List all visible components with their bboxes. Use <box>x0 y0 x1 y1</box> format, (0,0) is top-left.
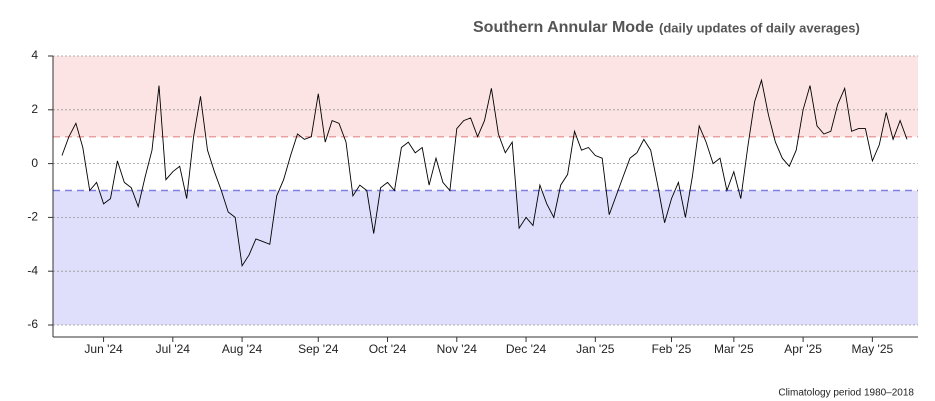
x-tick-label: Jul '24 <box>156 342 191 356</box>
footnote: Climatology period 1980–2018 <box>778 388 914 399</box>
x-tick-label: Sep '24 <box>298 342 339 356</box>
x-tick-label: Jun '24 <box>84 342 123 356</box>
x-tick-label: Aug '24 <box>222 342 263 356</box>
x-tick-label: Jan '25 <box>576 342 615 356</box>
chart-title: Southern Annular Mode <box>473 19 654 36</box>
y-tick-label: -4 <box>27 263 38 277</box>
y-tick-label: -6 <box>27 317 38 331</box>
x-tick-label: Nov '24 <box>437 342 478 356</box>
sam-line <box>61 78 908 268</box>
x-tick-label: May '25 <box>852 342 894 356</box>
x-tick-label: Mar '25 <box>714 342 754 356</box>
x-tick-label: Feb '25 <box>652 342 692 356</box>
x-tick-label: Apr '25 <box>784 342 822 356</box>
x-tick-label: Oct '24 <box>369 342 407 356</box>
chart-subtitle: (daily updates of daily averages) <box>659 20 860 35</box>
lower-band <box>53 190 918 325</box>
y-tick-label: 0 <box>31 156 38 170</box>
y-tick-label: 4 <box>31 48 38 62</box>
y-tick-label: 2 <box>31 102 38 116</box>
upper-band <box>53 56 918 137</box>
y-tick-label: -2 <box>27 210 38 224</box>
x-tick-label: Dec '24 <box>506 342 547 356</box>
